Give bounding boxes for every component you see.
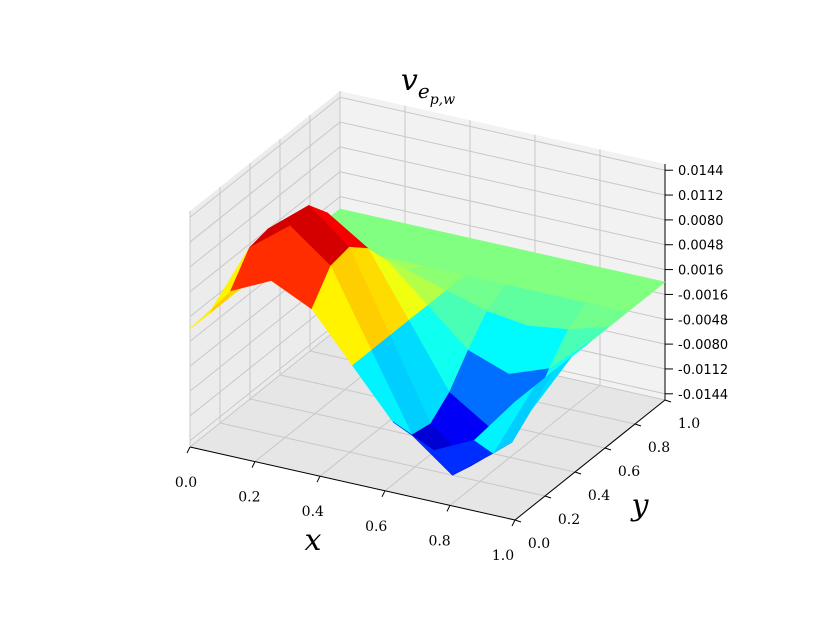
z-tick-label: 0.0080 [678, 214, 724, 229]
grid-line [339, 96, 666, 171]
y-tick [604, 447, 612, 451]
surface-patch [473, 386, 535, 454]
grid-line [449, 385, 601, 506]
z-tick-label: 0.0016 [678, 264, 724, 279]
z-tick-label: 0.0144 [678, 164, 724, 179]
title-base: v [401, 63, 418, 98]
axis-line [514, 399, 666, 521]
x-tick [251, 461, 256, 468]
z-tick-label: -0.0016 [678, 288, 728, 303]
grid-line [339, 146, 666, 221]
grid-line [339, 196, 666, 271]
y-tick [634, 423, 642, 427]
z-tick-label: -0.0048 [678, 313, 728, 328]
x-tick [446, 505, 451, 512]
x-tick-label: 0.4 [302, 504, 324, 520]
x-tick [316, 475, 321, 483]
y-tick [664, 399, 672, 403]
axis-line [189, 446, 516, 521]
y-tick-label: 0.6 [618, 464, 640, 480]
x-tick-label: 0.6 [365, 519, 387, 535]
y-tick [514, 519, 522, 523]
y-tick-label: 0.4 [588, 488, 610, 504]
grid-line [339, 171, 666, 246]
grid-line [339, 121, 666, 196]
y-tick-label: 0.0 [528, 536, 550, 552]
z-tick-label: 0.0048 [678, 239, 724, 254]
z-tick-label: -0.0080 [678, 338, 728, 353]
grid-line [189, 295, 341, 417]
grid-line [189, 96, 341, 218]
y-tick-label: 1.0 [678, 416, 700, 432]
z-tick-label: -0.0112 [678, 363, 728, 378]
grid-line [189, 326, 341, 448]
grid-line [219, 422, 546, 497]
grid-line [189, 121, 341, 243]
grid-line [189, 146, 341, 268]
title-sub: e [418, 79, 430, 103]
y-tick [574, 471, 582, 475]
x-tick [381, 490, 386, 498]
z-tick-label: -0.0144 [678, 388, 728, 403]
x-tick-label: 1.0 [492, 548, 514, 564]
y-tick-label: 0.8 [648, 440, 670, 456]
x-axis-label: x [305, 523, 322, 558]
x-tick-label: 0.0 [175, 475, 197, 491]
y-axis-label: y [630, 488, 650, 523]
x-tick-label: 0.2 [238, 490, 260, 506]
x-tick [511, 519, 516, 527]
y-tick [544, 495, 552, 499]
chart-title: vep,w [401, 63, 455, 108]
x-tick [186, 446, 191, 454]
x-tick-label: 0.8 [428, 533, 450, 549]
title-subsub: p,w [430, 92, 455, 108]
y-tick-label: 0.2 [558, 512, 580, 528]
grid-line [189, 320, 341, 442]
z-tick-label: 0.0112 [678, 189, 724, 204]
